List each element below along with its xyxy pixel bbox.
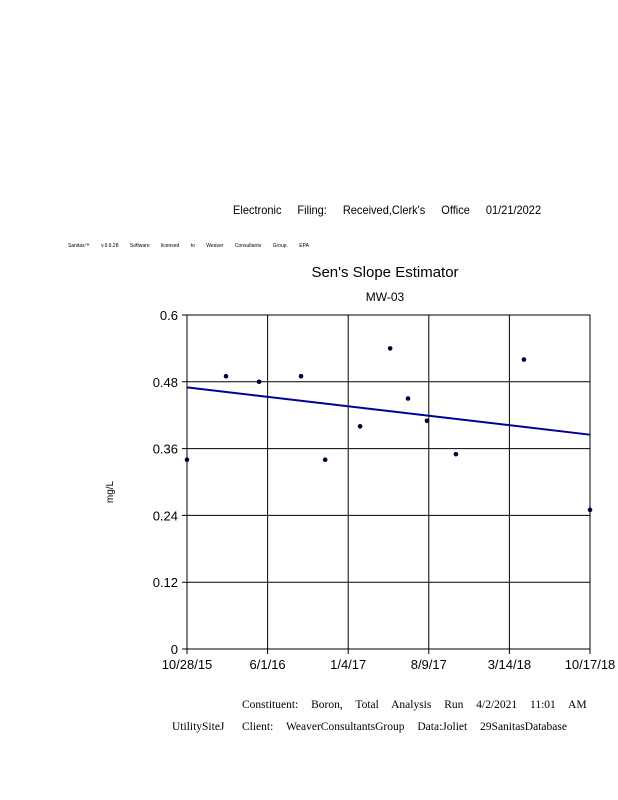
data-point	[256, 379, 262, 385]
x-tick-label: 10/28/15	[162, 657, 213, 672]
data-point	[298, 373, 304, 379]
data-point	[405, 396, 411, 401]
data-point	[223, 373, 229, 379]
x-tick-label: 3/14/18	[488, 657, 531, 672]
plot-border	[186, 314, 591, 650]
data-point	[322, 457, 328, 463]
footer-constituent: Constituent: Boron, Total Analysis Run 4…	[242, 699, 587, 711]
x-tick-label: 10/17/18	[565, 657, 616, 672]
data-point	[587, 507, 593, 513]
filing-stamp: Electronic Filing: Received,Clerk's Offi…	[233, 203, 542, 217]
y-tick-label: 0	[171, 642, 178, 657]
y-tick-label: 0.6	[160, 308, 178, 323]
trend-line	[186, 386, 591, 436]
footer-client: Client: WeaverConsultantsGroup Data:Joli…	[242, 721, 567, 733]
y-tick-label: 0.36	[153, 442, 178, 457]
y-tick-label: 0.48	[153, 375, 178, 390]
footer-site: UtilitySiteJ	[172, 721, 225, 733]
data-point	[424, 418, 430, 424]
data-point	[387, 346, 393, 351]
y-axis-label: mg/L	[105, 480, 116, 503]
y-tick-label: 0.24	[153, 508, 178, 523]
chart-title: Sen's Slope Estimator	[311, 264, 459, 281]
data-point	[453, 451, 459, 457]
data-point	[357, 424, 363, 429]
y-tick-label: 0.12	[153, 575, 178, 590]
data-point	[521, 357, 527, 362]
license-text: Sanitas™ v.9.6.28 Software licensed to W…	[68, 243, 309, 249]
x-tick-label: 1/4/17	[330, 657, 366, 672]
chart-subtitle: MW-03	[365, 290, 405, 304]
data-point	[184, 457, 190, 463]
x-tick-label: 6/1/16	[250, 657, 286, 672]
x-tick-label: 8/9/17	[411, 657, 447, 672]
